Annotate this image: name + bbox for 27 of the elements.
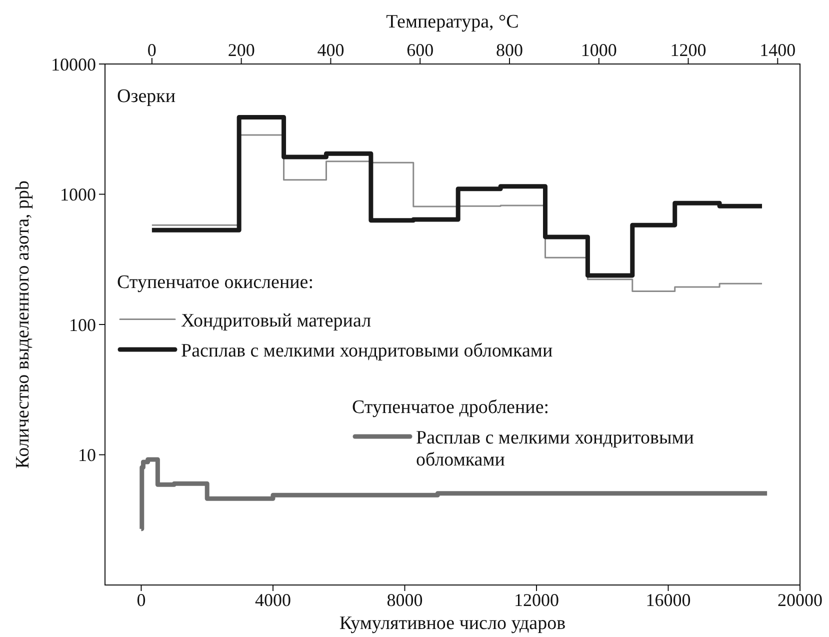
y-axis-title: Количество выделенного азота, ppb <box>12 180 34 469</box>
x2-tick-label: 1200 <box>670 40 706 60</box>
x-tick-label: 4000 <box>254 590 291 610</box>
x2-tick-label: 0 <box>147 40 156 60</box>
x-tick-label: 0 <box>136 590 146 610</box>
x2-tick-label: 200 <box>228 40 255 60</box>
y-tick-label: 100 <box>69 314 96 335</box>
x-tick-label: 20000 <box>778 590 822 610</box>
y-tick-label: 10 <box>78 445 96 466</box>
legend-label: Хондритовый материал <box>181 310 372 332</box>
x2-tick-label: 800 <box>496 40 523 60</box>
x-tick-label: 8000 <box>386 590 423 610</box>
x2-tick-label: 400 <box>317 40 344 60</box>
x-tick-label: 12000 <box>514 590 559 610</box>
legend-label: Расплав с мелкими хондритовыми обломками <box>181 340 553 362</box>
annotation: Ступенчатое окисление: <box>117 272 314 294</box>
y-tick-label: 1000 <box>60 184 96 205</box>
x2-tick-label: 600 <box>406 40 434 60</box>
legend-label: Расплав с мелкими хондритовыми обломками <box>416 428 694 471</box>
x2-tick-label: 1000 <box>580 40 617 60</box>
x-axis-title: Кумулятивное число ударов <box>339 613 566 634</box>
x2-axis-title: Температура, °C <box>386 11 519 32</box>
x2-tick-label: 1400 <box>760 40 796 60</box>
annotation: Озерки <box>117 86 176 108</box>
annotation: Ступенчатое дробление: <box>352 397 550 418</box>
y-tick-label: 10000 <box>51 54 96 74</box>
x-tick-label: 16000 <box>646 590 691 610</box>
